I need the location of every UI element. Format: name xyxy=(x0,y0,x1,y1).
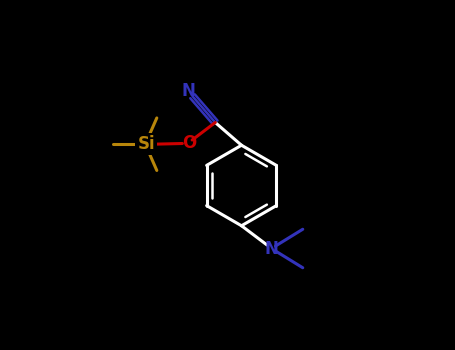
Text: N: N xyxy=(264,239,278,258)
Text: Si: Si xyxy=(137,135,155,153)
Text: O: O xyxy=(182,134,197,152)
Text: N: N xyxy=(182,82,195,100)
